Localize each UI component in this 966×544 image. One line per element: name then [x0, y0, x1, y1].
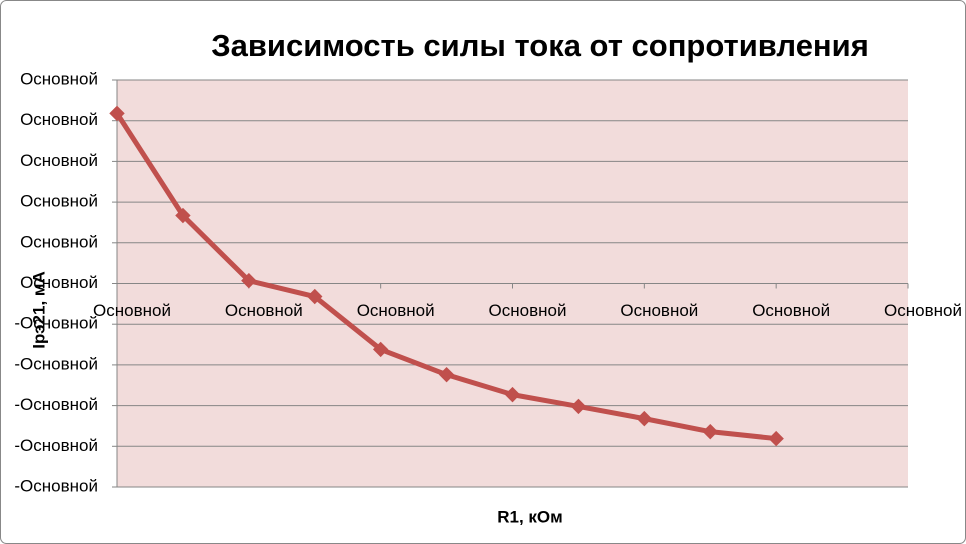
- x-tick-label: Основной: [884, 301, 962, 320]
- marker: [570, 398, 587, 415]
- marker: [504, 386, 521, 403]
- y-tick-label: Основной: [20, 110, 98, 129]
- marker: [768, 430, 784, 447]
- marker: [241, 272, 257, 289]
- x-tick-label: Основной: [93, 301, 171, 320]
- marker: [372, 341, 389, 358]
- y-tick-label: Основной: [20, 151, 98, 170]
- marker: [109, 105, 125, 122]
- x-axis-label: R1, кОм: [497, 507, 563, 526]
- chart-title: Зависимость силы тока от сопротивления: [211, 28, 869, 63]
- marker: [307, 288, 323, 305]
- y-tick-label: Основной: [20, 192, 98, 211]
- y-tick-label: -Основной: [14, 476, 98, 495]
- x-tick-label: Основной: [620, 301, 698, 320]
- y-axis-label: Iрэ21, мА: [29, 271, 48, 348]
- y-tick-label: -Основной: [14, 395, 98, 414]
- x-tick-label: Основной: [225, 301, 303, 320]
- x-tick-label: Основной: [752, 301, 830, 320]
- marker: [438, 366, 455, 383]
- y-tick-label: -Основной: [14, 354, 98, 373]
- marker: [175, 207, 191, 224]
- marker: [636, 410, 653, 427]
- y-tick-label: Основной: [20, 273, 98, 292]
- y-tick-label: -Основной: [14, 436, 98, 455]
- y-tick-label: Основной: [20, 232, 98, 251]
- marker: [702, 423, 718, 440]
- y-tick-label: -Основной: [14, 314, 98, 333]
- x-tick-label: Основной: [489, 301, 567, 320]
- x-tick-label: Основной: [357, 301, 435, 320]
- y-tick-label: Основной: [20, 69, 98, 88]
